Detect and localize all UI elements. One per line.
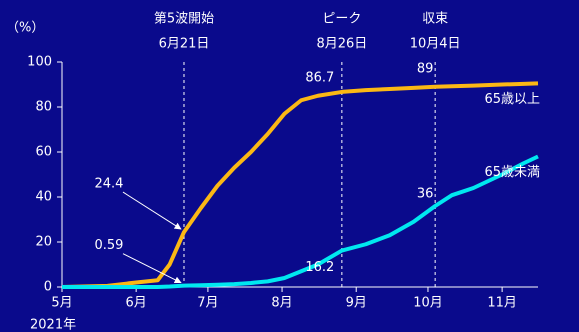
arrow	[122, 253, 182, 284]
y-tick-label: 100	[27, 55, 52, 70]
series-label: 65歳未満	[484, 165, 540, 180]
data-label: 89	[417, 61, 434, 76]
x-tick-label: 7月	[197, 296, 218, 311]
y-tick-label: 40	[35, 190, 52, 205]
y-tick-label: 60	[35, 145, 52, 160]
x-tick-label: 10月	[413, 296, 443, 311]
series-label: 65歳以上	[484, 92, 540, 107]
data-label: 86.7	[305, 70, 334, 85]
data-label: 16.2	[305, 260, 334, 275]
event-date: 8月26日	[316, 37, 367, 52]
event-label: 収束	[422, 12, 448, 27]
y-tick-label: 20	[35, 235, 52, 250]
event-label: 第5波開始	[154, 12, 214, 27]
event-date: 10月4日	[410, 37, 461, 52]
event-label: ピーク	[322, 12, 361, 27]
x-tick-label: 6月	[126, 296, 147, 311]
x-tick-label: 8月	[271, 296, 292, 311]
x-tick-label: 9月	[346, 296, 367, 311]
x-tick-label: 5月	[51, 296, 72, 311]
data-label: 24.4	[95, 177, 124, 192]
data-label: 36	[417, 187, 434, 202]
y-axis-label: （%）	[6, 21, 44, 36]
x-tick-label: 11月	[487, 296, 517, 311]
y-tick-label: 80	[35, 100, 52, 115]
x-axis-year: 2021年	[30, 318, 76, 332]
arrow	[122, 191, 182, 230]
series-line	[61, 81, 539, 289]
y-tick-label: 0	[44, 280, 52, 295]
series-line	[62, 154, 539, 289]
event-date: 6月21日	[159, 37, 210, 52]
data-label: 0.59	[95, 238, 124, 253]
